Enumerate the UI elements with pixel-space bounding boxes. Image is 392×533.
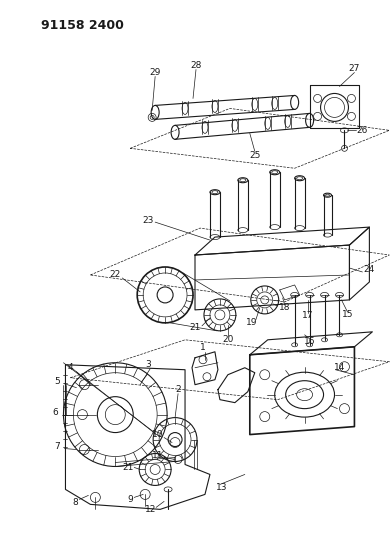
Text: 12: 12 — [145, 505, 156, 514]
Text: 24: 24 — [364, 265, 375, 274]
Text: 25: 25 — [249, 151, 260, 160]
Text: 3: 3 — [145, 360, 151, 369]
Text: 1: 1 — [200, 343, 206, 352]
Text: 6: 6 — [53, 408, 58, 417]
Text: 29: 29 — [149, 68, 161, 77]
Text: 2: 2 — [175, 385, 181, 394]
Text: 7: 7 — [54, 442, 60, 451]
Text: 19: 19 — [246, 318, 258, 327]
Text: 22: 22 — [110, 270, 121, 279]
Text: 91158 2400: 91158 2400 — [40, 19, 123, 31]
Text: 20: 20 — [222, 335, 234, 344]
Text: 16: 16 — [304, 337, 315, 346]
Text: 11: 11 — [152, 451, 164, 460]
Text: 13: 13 — [216, 483, 228, 492]
Text: 14: 14 — [334, 363, 345, 372]
Text: 21: 21 — [189, 324, 201, 333]
Text: 18: 18 — [279, 303, 290, 312]
Text: 15: 15 — [342, 310, 353, 319]
Text: 23: 23 — [142, 216, 154, 224]
Text: 17: 17 — [302, 311, 313, 320]
Text: 28: 28 — [190, 61, 202, 70]
Text: 21: 21 — [123, 463, 134, 472]
Text: 26: 26 — [357, 126, 368, 135]
Text: 5: 5 — [54, 377, 60, 386]
Text: 27: 27 — [349, 64, 360, 73]
Text: 4: 4 — [68, 363, 73, 372]
Text: 10: 10 — [152, 430, 164, 439]
Text: 8: 8 — [73, 498, 78, 507]
Text: 9: 9 — [127, 495, 133, 504]
